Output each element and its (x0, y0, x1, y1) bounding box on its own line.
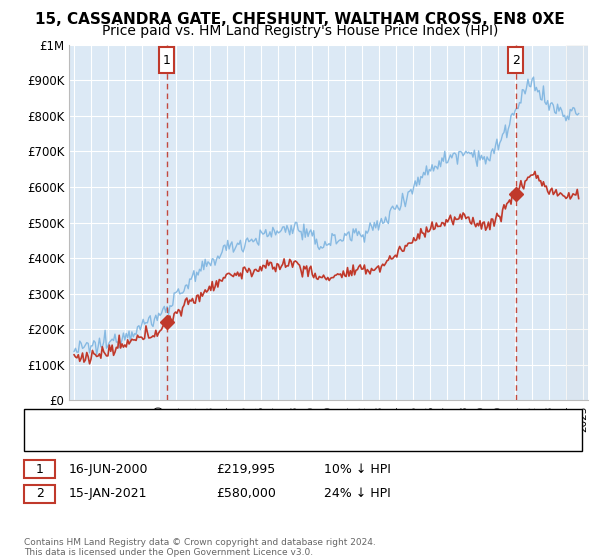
Text: 1: 1 (163, 54, 170, 67)
Text: 1: 1 (35, 463, 44, 476)
Bar (566, 45, 588, 400)
Text: 15, CASSANDRA GATE, CHESHUNT, WALTHAM CROSS, EN8 0XE: 15, CASSANDRA GATE, CHESHUNT, WALTHAM CR… (35, 12, 565, 27)
Text: 24% ↓ HPI: 24% ↓ HPI (324, 487, 391, 501)
Text: 15-JAN-2021: 15-JAN-2021 (69, 487, 148, 501)
Text: 10% ↓ HPI: 10% ↓ HPI (324, 463, 391, 476)
Text: £219,995: £219,995 (216, 463, 275, 476)
FancyBboxPatch shape (159, 46, 175, 73)
Text: 2: 2 (35, 487, 44, 501)
Text: £580,000: £580,000 (216, 487, 276, 501)
Text: 15, CASSANDRA GATE, CHESHUNT, WALTHAM CROSS, EN8 0XE (detached house): 15, CASSANDRA GATE, CHESHUNT, WALTHAM CR… (69, 416, 521, 426)
Bar (566, 45, 588, 400)
FancyBboxPatch shape (508, 46, 523, 73)
Text: HPI: Average price, detached house, Broxbourne: HPI: Average price, detached house, Brox… (69, 437, 340, 446)
Text: Price paid vs. HM Land Registry's House Price Index (HPI): Price paid vs. HM Land Registry's House … (102, 24, 498, 38)
Text: 16-JUN-2000: 16-JUN-2000 (69, 463, 149, 476)
Text: Contains HM Land Registry data © Crown copyright and database right 2024.
This d: Contains HM Land Registry data © Crown c… (24, 538, 376, 557)
Text: 2: 2 (512, 54, 520, 67)
